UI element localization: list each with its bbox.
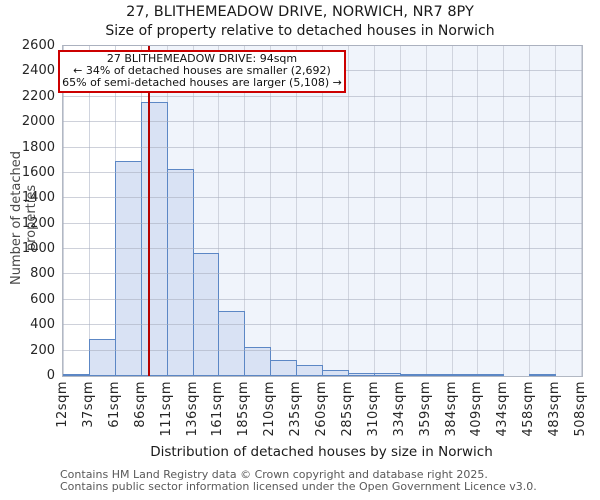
gridline-vertical <box>348 46 349 376</box>
x-tick-label: 483sqm <box>547 381 562 437</box>
gridline-horizontal <box>63 273 582 274</box>
footer-line-1: Contains HM Land Registry data © Crown c… <box>60 468 488 481</box>
histogram-bar <box>167 169 194 376</box>
histogram-bar <box>89 339 116 376</box>
histogram-bar <box>218 311 245 376</box>
x-tick-label: 260sqm <box>314 381 329 437</box>
gridline-vertical <box>374 46 375 376</box>
chart-title: 27, BLITHEMEADOW DRIVE, NORWICH, NR7 8PY <box>126 4 474 20</box>
chart-subtitle: Size of property relative to detached ho… <box>105 23 495 39</box>
gridline-vertical <box>89 46 90 376</box>
gridline-vertical <box>218 46 219 376</box>
gridline-vertical <box>581 46 582 376</box>
gridline-vertical <box>426 46 427 376</box>
x-tick-label: 334sqm <box>392 381 407 437</box>
x-tick-label: 161sqm <box>210 381 225 437</box>
x-tick-label: 210sqm <box>262 381 277 437</box>
gridline-horizontal <box>63 223 582 224</box>
gridline-horizontal <box>63 147 582 148</box>
histogram-bar <box>374 373 401 376</box>
gridline-vertical <box>503 46 504 376</box>
x-tick-label: 61sqm <box>107 381 122 428</box>
gridline-vertical <box>296 46 297 376</box>
y-tick-label: 1600 <box>21 165 55 180</box>
gridline-horizontal <box>63 248 582 249</box>
histogram-bar <box>141 102 168 376</box>
x-tick-label: 285sqm <box>340 381 355 437</box>
histogram-bar <box>477 374 504 376</box>
x-tick-label: 508sqm <box>573 381 588 437</box>
attribution-footer: Contains HM Land Registry data © Crown c… <box>60 469 537 492</box>
gridline-vertical <box>477 46 478 376</box>
annotation-line-3: 65% of semi-detached houses are larger (… <box>62 76 342 90</box>
gridline-horizontal <box>63 197 582 198</box>
annotation-box: 27 BLITHEMEADOW DRIVE: 94sqm ← 34% of de… <box>58 50 346 93</box>
x-tick-label: 37sqm <box>81 381 96 428</box>
histogram-bar <box>452 374 478 376</box>
y-tick-label: 1200 <box>21 216 55 231</box>
histogram-bar <box>63 374 90 376</box>
gridline-horizontal <box>63 350 582 351</box>
y-tick-label: 2600 <box>21 38 55 53</box>
x-tick-label: 384sqm <box>444 381 459 437</box>
histogram-bar <box>400 374 427 376</box>
gridline-vertical <box>322 46 323 376</box>
histogram-bar <box>115 161 142 376</box>
x-tick-label: 458sqm <box>521 381 536 437</box>
x-tick-label: 409sqm <box>469 381 484 437</box>
plot-area <box>62 45 583 377</box>
y-tick-label: 200 <box>30 343 55 358</box>
y-tick-label: 2000 <box>21 114 55 129</box>
gridline-vertical <box>400 46 401 376</box>
histogram-bar <box>348 373 375 376</box>
y-tick-label: 1000 <box>21 241 55 256</box>
histogram-bar <box>322 370 349 376</box>
y-tick-label: 2400 <box>21 63 55 78</box>
y-tick-label: 1800 <box>21 140 55 155</box>
gridline-vertical <box>555 46 556 376</box>
property-marker-line <box>148 46 150 376</box>
y-tick-label: 600 <box>30 292 55 307</box>
gridline-horizontal <box>63 299 582 300</box>
annotation-line-2: ← 34% of detached houses are smaller (2,… <box>73 64 331 78</box>
gridline-horizontal <box>63 45 582 46</box>
x-tick-label: 12sqm <box>55 381 70 428</box>
x-tick-label: 111sqm <box>159 381 174 437</box>
y-tick-label: 2200 <box>21 89 55 104</box>
x-tick-label: 185sqm <box>236 381 251 437</box>
histogram-bar <box>529 374 556 376</box>
histogram-bar <box>270 360 297 376</box>
y-tick-label: 0 <box>46 368 55 383</box>
annotation-line-1: 27 BLITHEMEADOW DRIVE: 94sqm <box>106 52 298 65</box>
histogram-bar <box>244 347 271 376</box>
y-tick-label: 400 <box>30 317 55 332</box>
x-tick-label: 86sqm <box>133 381 148 428</box>
gridline-vertical <box>63 46 64 376</box>
x-tick-label: 235sqm <box>288 381 303 437</box>
x-tick-label: 136sqm <box>185 381 200 437</box>
y-tick-label: 1400 <box>21 190 55 205</box>
gridline-horizontal <box>63 324 582 325</box>
x-tick-label: 434sqm <box>495 381 510 437</box>
gridline-vertical <box>244 46 245 376</box>
histogram-bar <box>193 253 219 376</box>
histogram-bar <box>296 365 323 376</box>
gridline-horizontal <box>63 172 582 173</box>
gridline-vertical <box>529 46 530 376</box>
y-tick-label: 800 <box>30 266 55 281</box>
footer-line-2: Contains public sector information licen… <box>60 479 537 493</box>
gridline-horizontal <box>63 121 582 122</box>
x-tick-label: 359sqm <box>418 381 433 437</box>
gridline-horizontal <box>63 96 582 97</box>
gridline-vertical <box>452 46 453 376</box>
x-tick-label: 310sqm <box>366 381 381 437</box>
gridline-vertical <box>270 46 271 376</box>
histogram-bar <box>426 374 453 376</box>
x-axis-title: Distribution of detached houses by size … <box>150 444 493 460</box>
